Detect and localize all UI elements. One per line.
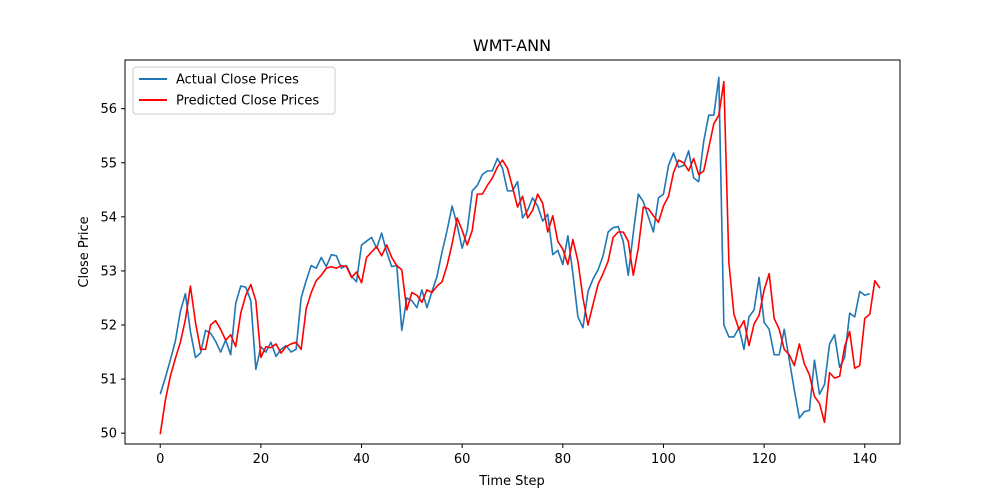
- legend: Actual Close Prices Predicted Close Price…: [132, 66, 336, 115]
- y-axis: 50 51 52 53 54 55 56: [100, 102, 125, 442]
- plot-frame: [124, 59, 901, 445]
- y-tick-label: 53: [100, 264, 117, 279]
- y-tick-label: 52: [100, 319, 117, 334]
- y-tick-label: 51: [100, 373, 117, 388]
- x-tick-label: 40: [353, 452, 370, 467]
- y-tick-label: 56: [100, 102, 117, 117]
- legend-box: [132, 66, 336, 115]
- series-line-predicted: [159, 80, 881, 435]
- plot-area: [159, 76, 881, 435]
- x-tick-label: 60: [454, 452, 471, 467]
- y-tick-label: 54: [100, 210, 117, 225]
- x-tick-label: 80: [555, 452, 572, 467]
- y-tick-label: 55: [100, 156, 117, 171]
- x-tick-label: 0: [156, 452, 164, 467]
- x-tick-label: 140: [852, 452, 877, 467]
- series-line-actual: [159, 76, 871, 419]
- x-tick-label: 100: [651, 452, 676, 467]
- chart-title: WMT-ANN: [473, 36, 551, 55]
- y-tick-label: 50: [100, 427, 117, 442]
- y-axis-label: Close Price: [77, 216, 92, 287]
- x-tick-label: 120: [752, 452, 777, 467]
- legend-label-actual: Actual Close Prices: [176, 73, 299, 88]
- x-axis: 0 20 40 60 80 100 120 140: [156, 444, 877, 467]
- x-tick-label: 20: [253, 452, 270, 467]
- x-axis-label: Time Step: [478, 474, 545, 489]
- legend-label-predicted: Predicted Close Prices: [176, 94, 319, 109]
